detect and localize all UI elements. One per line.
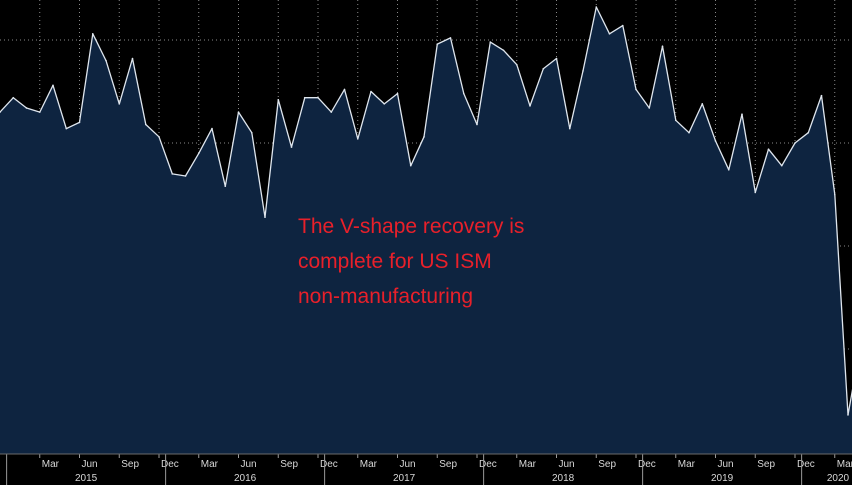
x-tick-label: Mar: [837, 459, 852, 470]
year-label: 2019: [711, 473, 734, 484]
data-point: [211, 127, 213, 130]
data-point: [568, 127, 571, 130]
data-point: [449, 37, 452, 39]
x-tick-label: Mar: [201, 459, 219, 470]
data-point: [343, 88, 346, 91]
x-tick-label: Mar: [519, 459, 537, 470]
data-point: [741, 113, 743, 115]
data-point: [515, 63, 518, 66]
data-point: [264, 216, 266, 218]
data-point: [794, 142, 796, 144]
data-point: [91, 33, 94, 35]
data-point: [820, 94, 823, 97]
data-point: [105, 59, 107, 62]
data-point: [330, 111, 333, 113]
data-point: [224, 185, 227, 188]
x-tick-label: Sep: [121, 459, 139, 470]
x-tick-label: Mar: [42, 459, 60, 470]
data-point: [197, 152, 200, 155]
data-point: [767, 148, 770, 150]
data-point: [52, 84, 54, 87]
chart-annotation: The V-shape recovery is complete for US …: [298, 215, 525, 308]
data-point: [714, 140, 717, 142]
data-point: [0, 111, 1, 113]
data-point: [595, 6, 598, 8]
data-point: [409, 164, 412, 167]
data-point: [674, 119, 677, 122]
x-tick-label: Jun: [82, 459, 98, 470]
year-label: 2018: [552, 473, 575, 484]
data-point: [356, 138, 359, 140]
x-tick-label: Jun: [718, 459, 734, 470]
data-point: [131, 57, 134, 60]
data-point: [436, 43, 439, 45]
data-point: [807, 131, 810, 134]
data-point: [250, 131, 253, 134]
data-point: [290, 146, 293, 148]
data-point: [144, 123, 147, 126]
data-point: [65, 127, 68, 130]
data-point: [555, 57, 558, 60]
data-point: [502, 49, 505, 52]
data-point: [780, 164, 783, 167]
data-point: [847, 414, 849, 416]
data-points: [0, 6, 849, 416]
x-tick-label: Sep: [598, 459, 616, 470]
x-tick-label: Dec: [797, 459, 815, 470]
year-label: 2015: [75, 473, 98, 484]
data-point: [78, 121, 81, 124]
year-label: 2017: [393, 473, 416, 484]
data-point: [833, 193, 836, 196]
data-point: [118, 103, 121, 105]
x-tick-label: Sep: [280, 459, 298, 470]
data-point: [582, 70, 584, 72]
data-point: [25, 107, 28, 109]
data-point: [158, 136, 160, 138]
x-axis: Mar Jun Sep Dec Mar Jun Sep Dec Mar Jun Sep Dec Mar J…: [0, 453, 852, 485]
data-point: [277, 98, 280, 101]
year-label: 2016: [234, 473, 257, 484]
x-tick-label: Dec: [479, 459, 497, 470]
data-point: [476, 123, 478, 126]
data-point: [661, 45, 664, 47]
x-tick-label: Dec: [161, 459, 179, 470]
data-point: [727, 168, 730, 171]
data-point: [12, 96, 15, 99]
data-point: [754, 191, 757, 194]
data-point: [237, 111, 240, 113]
x-tick-label: Mar: [678, 459, 696, 470]
x-tick-label: Jun: [559, 459, 575, 470]
x-tick-label: Mar: [360, 459, 378, 470]
x-tick-label: Dec: [638, 459, 656, 470]
data-point: [529, 105, 531, 107]
data-point: [489, 41, 492, 43]
x-tick-label: Sep: [439, 459, 457, 470]
data-point: [423, 136, 425, 138]
data-point: [542, 68, 545, 70]
data-point: [317, 96, 319, 99]
data-point: [635, 88, 637, 91]
data-point: [621, 24, 624, 27]
x-tick-label: Jun: [241, 459, 257, 470]
data-point: [701, 103, 704, 105]
x-tick-label: Sep: [757, 459, 775, 470]
data-point: [396, 92, 399, 95]
year-label: 2020: [827, 473, 850, 484]
data-point: [383, 103, 386, 105]
data-point: [38, 111, 41, 113]
data-point: [462, 92, 465, 95]
x-tick-label: Dec: [320, 459, 338, 470]
data-point: [608, 33, 611, 35]
data-point: [184, 175, 187, 177]
data-point: [303, 96, 306, 99]
series-area-fill: [0, 7, 852, 454]
data-point: [370, 90, 372, 93]
data-point: [648, 107, 651, 109]
x-tick-label: Jun: [400, 459, 416, 470]
data-point: [171, 173, 174, 175]
data-point: [688, 131, 690, 134]
